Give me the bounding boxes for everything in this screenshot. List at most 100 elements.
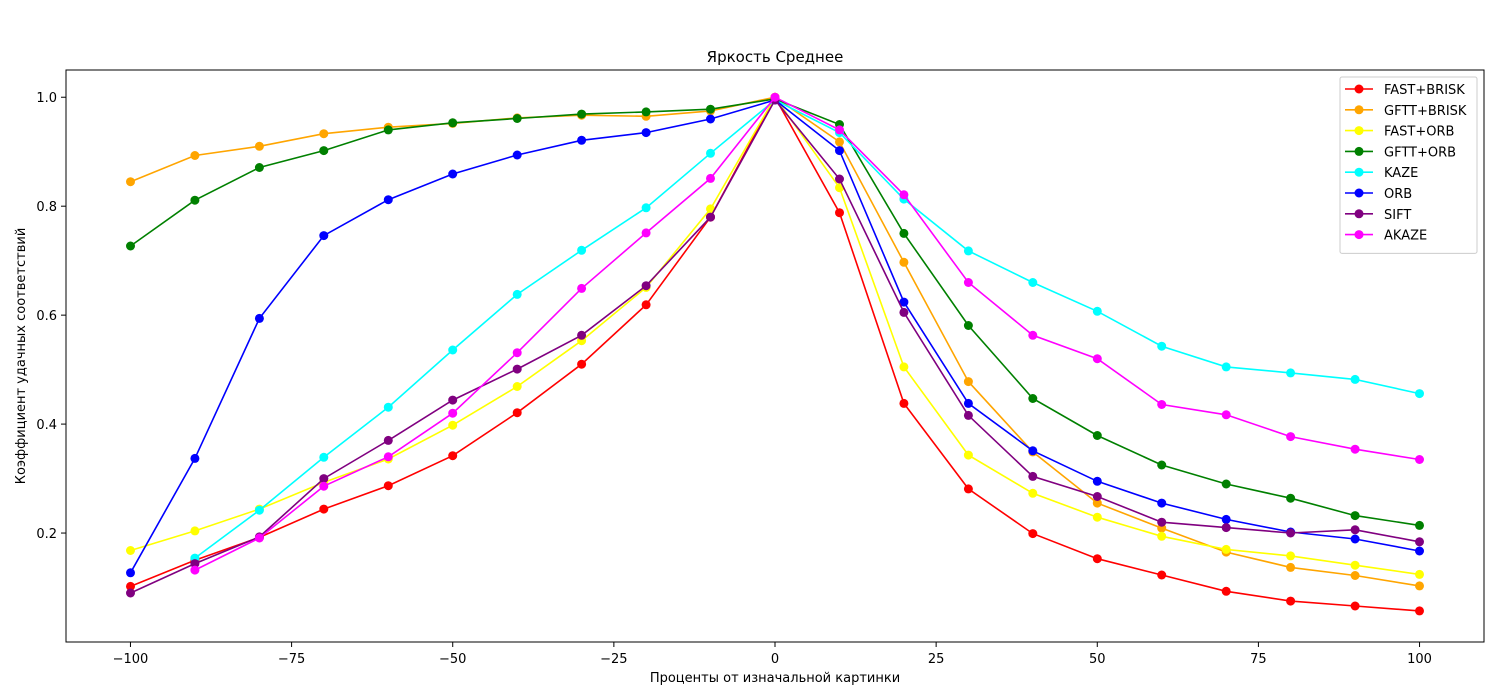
data-point bbox=[126, 588, 135, 598]
legend-marker bbox=[1354, 146, 1364, 156]
x-tick-label: 50 bbox=[1089, 652, 1106, 667]
data-point bbox=[1415, 537, 1424, 547]
legend: FAST+BRISK GFTT+BRISK FAST+ORB GFTT+ORB KAZE… bbox=[1339, 76, 1478, 254]
data-point bbox=[1028, 278, 1038, 287]
data-point bbox=[1415, 520, 1424, 530]
series-akaze bbox=[190, 92, 1424, 575]
data-point bbox=[641, 300, 651, 310]
data-point bbox=[1157, 570, 1167, 580]
data-point bbox=[190, 195, 200, 205]
x-tick-label: 75 bbox=[1250, 652, 1267, 667]
data-point bbox=[512, 364, 522, 374]
data-point bbox=[1350, 444, 1360, 454]
data-point bbox=[577, 359, 587, 369]
data-point bbox=[1028, 446, 1038, 456]
x-axis-label: Проценты от изначальной картинки bbox=[650, 671, 900, 686]
legend-label: KAZE bbox=[1384, 166, 1418, 181]
data-point bbox=[1157, 531, 1167, 541]
series-line bbox=[194, 99, 1420, 559]
x-tick-label: 100 bbox=[1407, 652, 1432, 667]
data-point bbox=[1286, 551, 1296, 561]
data-point bbox=[1157, 460, 1167, 470]
legend-item: SIFT bbox=[1345, 208, 1411, 223]
data-point bbox=[770, 92, 780, 102]
data-point bbox=[319, 474, 329, 484]
data-point bbox=[1415, 581, 1424, 591]
data-point bbox=[190, 453, 200, 463]
data-point bbox=[963, 278, 973, 287]
data-point bbox=[1092, 431, 1102, 440]
data-point bbox=[1350, 374, 1360, 384]
data-point bbox=[1350, 511, 1360, 521]
y-tick-label: 0.4 bbox=[36, 418, 57, 433]
y-tick-label: 1.0 bbox=[36, 91, 57, 106]
legend-marker bbox=[1354, 126, 1364, 136]
data-point bbox=[963, 377, 973, 387]
x-tick-label: −75 bbox=[278, 652, 305, 667]
y-axis-label: Коэффициент удачных соответствий bbox=[14, 228, 29, 485]
data-point bbox=[254, 141, 264, 151]
data-point bbox=[319, 146, 329, 156]
legend-item: ORB bbox=[1345, 187, 1412, 202]
data-point bbox=[383, 402, 393, 412]
legend-marker bbox=[1354, 209, 1364, 219]
legend-label: GFTT+BRISK bbox=[1384, 104, 1467, 119]
data-point bbox=[1221, 479, 1231, 489]
data-point bbox=[448, 395, 458, 405]
x-axis: −100 −75 −50 −25 0 25 50 75 100 bbox=[113, 642, 1432, 667]
legend-label: AKAZE bbox=[1384, 229, 1427, 244]
data-point bbox=[126, 177, 135, 187]
data-point bbox=[706, 148, 715, 158]
y-tick-label: 0.8 bbox=[36, 200, 57, 215]
data-point bbox=[1286, 432, 1296, 442]
data-point bbox=[512, 289, 522, 299]
data-point bbox=[448, 451, 458, 461]
legend-item: AKAZE bbox=[1345, 229, 1427, 244]
data-point bbox=[1092, 498, 1102, 508]
data-point bbox=[1350, 560, 1360, 570]
data-point bbox=[1350, 571, 1360, 580]
x-tick-label: 0 bbox=[771, 652, 779, 667]
data-point bbox=[1028, 330, 1038, 340]
data-point bbox=[835, 174, 844, 184]
data-point bbox=[899, 257, 909, 267]
data-point bbox=[254, 163, 264, 172]
y-tick-label: 0.6 bbox=[36, 309, 57, 324]
data-point bbox=[383, 125, 393, 135]
data-point bbox=[963, 398, 973, 408]
data-point bbox=[319, 452, 329, 462]
data-point bbox=[1092, 492, 1102, 501]
data-point bbox=[706, 204, 715, 214]
data-point bbox=[1415, 455, 1424, 464]
data-point bbox=[254, 533, 264, 543]
data-point bbox=[254, 313, 264, 323]
legend-marker bbox=[1354, 188, 1364, 198]
data-point bbox=[1092, 306, 1102, 316]
data-point bbox=[1157, 498, 1167, 508]
data-point bbox=[512, 382, 522, 391]
data-point bbox=[1350, 534, 1360, 544]
x-tick-label: 25 bbox=[928, 652, 945, 667]
legend-label: SIFT bbox=[1384, 208, 1411, 223]
data-point bbox=[1157, 400, 1167, 409]
legend-label: ORB bbox=[1384, 187, 1412, 202]
legend-marker bbox=[1354, 84, 1364, 94]
data-point bbox=[1415, 569, 1424, 579]
legend-item: GFTT+BRISK bbox=[1345, 104, 1467, 119]
data-point bbox=[963, 484, 973, 494]
y-tick-label: 0.2 bbox=[36, 527, 57, 542]
series-line bbox=[194, 96, 1420, 571]
data-point bbox=[448, 169, 458, 179]
data-point bbox=[835, 208, 844, 218]
data-point bbox=[1221, 362, 1231, 372]
data-point bbox=[641, 228, 651, 238]
data-point bbox=[899, 307, 909, 317]
data-point bbox=[1221, 410, 1231, 420]
legend-label: GFTT+ORB bbox=[1384, 145, 1456, 160]
data-point bbox=[319, 481, 329, 491]
data-point bbox=[512, 348, 522, 358]
x-tick-label: −50 bbox=[439, 652, 466, 667]
data-point bbox=[1415, 389, 1424, 399]
data-point bbox=[1221, 586, 1231, 596]
data-point bbox=[383, 452, 393, 462]
